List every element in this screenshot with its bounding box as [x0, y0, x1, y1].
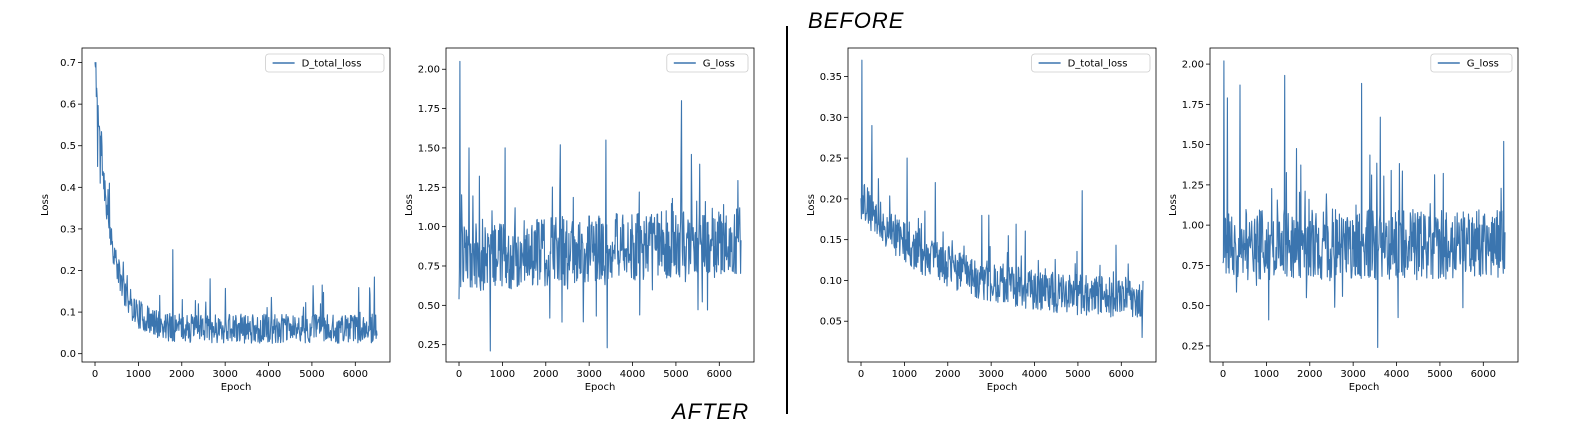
y-tick-label: 1.50 [1182, 140, 1204, 151]
x-tick-label: 0 [858, 369, 864, 380]
y-tick-label: 0.25 [820, 154, 842, 165]
y-tick-label: 0.1 [60, 308, 76, 319]
plot-frame [81, 47, 391, 363]
x-tick-label: 4000 [256, 369, 281, 380]
loss-series-line [458, 60, 742, 352]
y-tick-label: 1.25 [1182, 180, 1204, 191]
chart-before-g-loss: 0 1000 2000 3000 4000 5000 6000 0.25 0.50 0.75 1.0… [1168, 47, 1519, 393]
plot-frame [847, 47, 1157, 363]
y-axis-label: Loss [404, 194, 415, 216]
x-tick-label: 6000 [1109, 369, 1134, 380]
x-axis-label: Epoch [987, 382, 1018, 393]
y-tick-label: 0.3 [60, 224, 76, 235]
x-tick-label: 3000 [978, 369, 1003, 380]
x-tick-label: 3000 [212, 369, 237, 380]
before-label: BEFORE [808, 8, 905, 33]
x-axis-label: Epoch [221, 382, 252, 393]
y-tick-label: 0.6 [60, 100, 76, 111]
y-tick-label: 0.0 [60, 349, 76, 360]
after-label: AFTER [672, 399, 750, 424]
x-tick-label: 5000 [299, 369, 324, 380]
x-axis-label: Epoch [585, 382, 616, 393]
y-tick-label: 2.00 [1182, 60, 1204, 71]
y-tick-label: 1.25 [418, 183, 440, 194]
loss-series-line [1222, 60, 1506, 349]
legend-box [1430, 53, 1513, 73]
y-axis-label: Loss [806, 194, 817, 216]
y-tick-label: 1.00 [1182, 221, 1204, 232]
y-tick-label: 0.20 [820, 194, 842, 205]
plot-frame [1209, 47, 1519, 363]
y-tick-label: 0.05 [820, 317, 842, 328]
y-tick-label: 1.50 [418, 143, 440, 154]
x-tick-label: 0 [92, 369, 98, 380]
legend-box [265, 53, 385, 73]
x-tick-label: 1000 [892, 369, 917, 380]
y-tick-label: 0.75 [1182, 261, 1204, 272]
x-tick-label: 6000 [343, 369, 368, 380]
x-tick-label: 4000 [620, 369, 645, 380]
y-tick-label: 0.75 [418, 261, 440, 272]
legend-label: D_total_loss [302, 59, 362, 70]
y-tick-label: 0.10 [820, 276, 842, 287]
x-tick-label: 5000 [663, 369, 688, 380]
y-axis-label: Loss [1168, 194, 1179, 216]
x-tick-label: 2000 [169, 369, 194, 380]
x-tick-label: 3000 [576, 369, 601, 380]
x-axis-label: Epoch [1349, 382, 1380, 393]
chart-after-g-loss: 0 1000 2000 3000 4000 5000 6000 0.25 0.50 0.75 1.0… [404, 47, 755, 393]
legend-box [666, 53, 749, 73]
x-tick-label: 6000 [707, 369, 732, 380]
legend-label: D_total_loss [1068, 59, 1128, 70]
y-tick-label: 1.00 [418, 222, 440, 233]
y-tick-label: 2.00 [418, 65, 440, 76]
x-tick-label: 4000 [1022, 369, 1047, 380]
y-tick-label: 0.30 [820, 113, 842, 124]
x-tick-label: 5000 [1065, 369, 1090, 380]
before-after-divider [786, 26, 788, 414]
x-tick-label: 1000 [126, 369, 151, 380]
y-tick-label: 1.75 [1182, 100, 1204, 111]
y-tick-label: 0.50 [1182, 301, 1204, 312]
x-tick-label: 0 [1220, 369, 1226, 380]
x-tick-label: 3000 [1340, 369, 1365, 380]
loss-series-line [860, 59, 1144, 339]
y-tick-label: 0.25 [418, 340, 440, 351]
x-tick-label: 1000 [490, 369, 515, 380]
x-tick-label: 0 [456, 369, 462, 380]
x-tick-label: 2000 [1297, 369, 1322, 380]
y-tick-label: 0.50 [418, 301, 440, 312]
x-tick-label: 6000 [1471, 369, 1496, 380]
x-tick-label: 1000 [1254, 369, 1279, 380]
y-tick-label: 0.5 [60, 141, 76, 152]
y-tick-label: 1.75 [418, 104, 440, 115]
legend-label: G_loss [703, 59, 735, 70]
chart-before-d-total-loss: 0 1000 2000 3000 4000 5000 6000 0.05 0.10 0.15 0.2… [806, 47, 1157, 393]
y-tick-label: 0.25 [1182, 341, 1204, 352]
y-tick-label: 0.7 [60, 58, 76, 69]
y-tick-label: 0.2 [60, 266, 76, 277]
y-tick-label: 0.4 [60, 183, 76, 194]
chart-after-d-total-loss: 0 1000 2000 3000 4000 5000 6000 0.0 0.1 0.2 0.3 0.4… [40, 47, 391, 393]
loss-series-line [94, 62, 378, 344]
legend-label: G_loss [1467, 59, 1499, 70]
plot-frame [445, 47, 755, 363]
y-axis-label: Loss [40, 194, 51, 216]
y-tick-label: 0.15 [820, 235, 842, 246]
x-tick-label: 4000 [1384, 369, 1409, 380]
y-tick-label: 0.35 [820, 72, 842, 83]
x-tick-label: 5000 [1427, 369, 1452, 380]
x-tick-label: 2000 [935, 369, 960, 380]
x-tick-label: 2000 [533, 369, 558, 380]
legend-box [1031, 53, 1151, 73]
